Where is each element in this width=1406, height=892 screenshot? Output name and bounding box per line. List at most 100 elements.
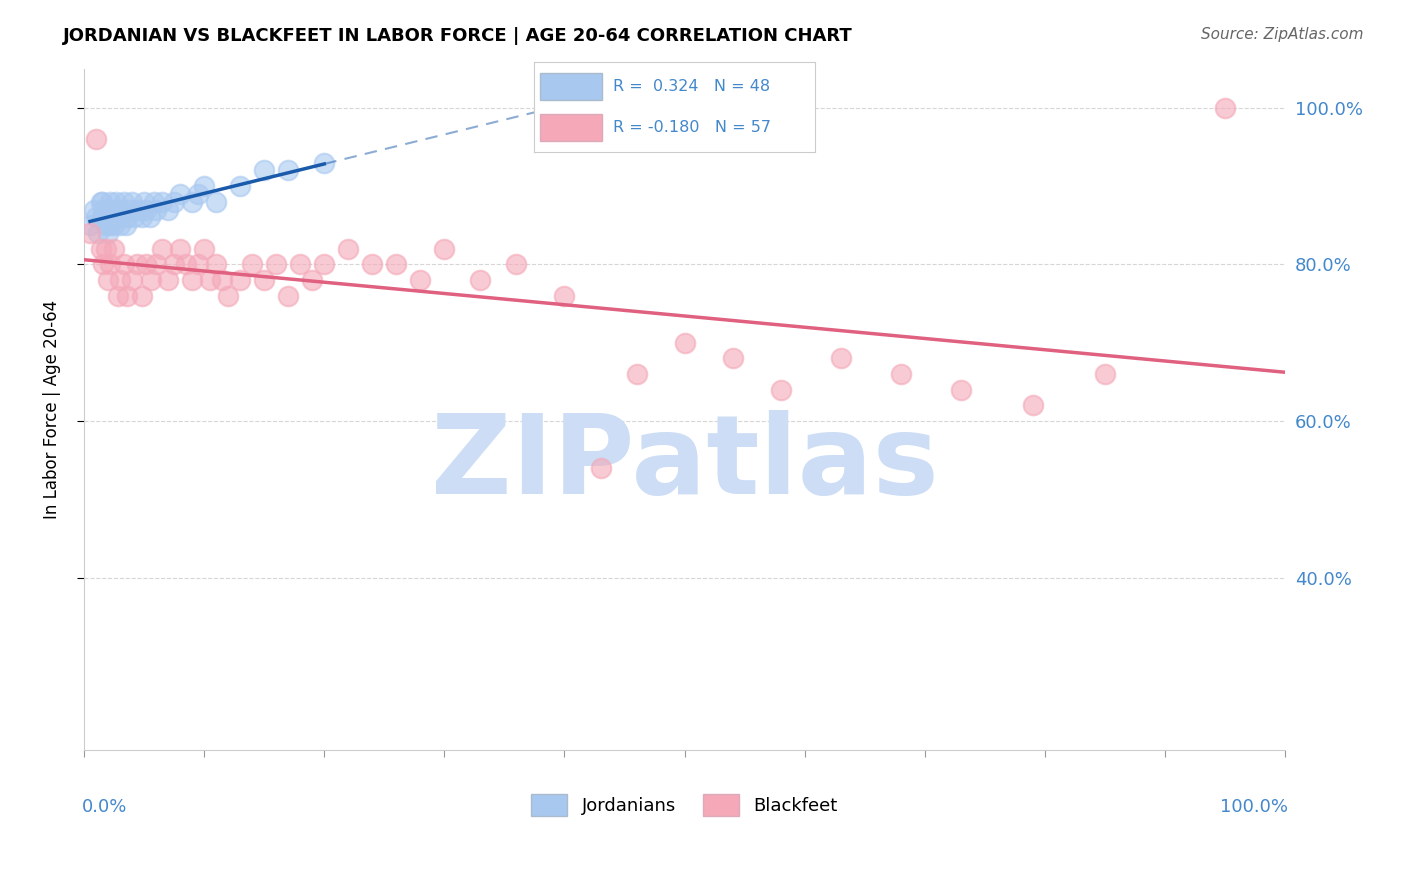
Point	[253, 273, 276, 287]
Point	[769, 383, 792, 397]
Text: ZIPatlas: ZIPatlas	[430, 410, 938, 517]
Point	[93, 211, 115, 225]
Point	[117, 211, 139, 225]
Point	[97, 273, 120, 287]
Point	[108, 218, 131, 232]
Point	[108, 202, 131, 217]
Text: 0.0%: 0.0%	[82, 797, 127, 816]
Y-axis label: In Labor Force | Age 20-64: In Labor Force | Age 20-64	[44, 300, 60, 519]
Point	[103, 242, 125, 256]
Point	[131, 289, 153, 303]
Point	[290, 257, 312, 271]
Point	[118, 202, 141, 217]
Point	[121, 194, 143, 209]
Point	[97, 226, 120, 240]
Point	[217, 289, 239, 303]
Point	[100, 257, 122, 271]
Point	[121, 273, 143, 287]
Point	[949, 383, 972, 397]
Point	[135, 202, 157, 217]
Point	[91, 194, 114, 209]
Text: JORDANIAN VS BLACKFEET IN LABOR FORCE | AGE 20-64 CORRELATION CHART: JORDANIAN VS BLACKFEET IN LABOR FORCE | …	[63, 27, 853, 45]
Point	[142, 194, 165, 209]
Point	[141, 273, 163, 287]
Point	[229, 179, 252, 194]
Point	[100, 211, 122, 225]
Text: 100.0%: 100.0%	[1219, 797, 1288, 816]
Point	[240, 257, 263, 271]
Point	[107, 211, 129, 225]
Point	[169, 186, 191, 201]
Point	[277, 289, 299, 303]
Point	[139, 211, 162, 225]
Point	[91, 211, 114, 225]
Point	[79, 218, 101, 232]
Point	[1022, 398, 1045, 412]
Point	[124, 211, 146, 225]
Point	[1094, 367, 1116, 381]
Point	[163, 257, 186, 271]
Point	[721, 351, 744, 366]
Point	[470, 273, 492, 287]
Point	[187, 186, 209, 201]
Point	[205, 257, 228, 271]
Point	[100, 218, 122, 232]
Point	[84, 211, 107, 225]
Point	[150, 194, 173, 209]
Point	[211, 273, 233, 287]
Point	[150, 242, 173, 256]
Point	[187, 257, 209, 271]
Bar	[540, 114, 602, 141]
Point	[198, 273, 221, 287]
Point	[94, 242, 117, 256]
Point	[132, 194, 155, 209]
Legend: Jordanians, Blackfeet: Jordanians, Blackfeet	[524, 787, 845, 822]
Point	[79, 226, 101, 240]
Point	[103, 202, 125, 217]
Point	[127, 202, 149, 217]
Point	[181, 273, 204, 287]
Point	[131, 211, 153, 225]
Point	[157, 273, 180, 287]
Point	[673, 335, 696, 350]
Point	[97, 211, 120, 225]
Point	[174, 257, 197, 271]
Point	[145, 257, 167, 271]
Point	[108, 273, 131, 287]
Point	[87, 226, 110, 240]
Point	[163, 194, 186, 209]
Point	[589, 461, 612, 475]
Point	[505, 257, 527, 271]
Point	[205, 194, 228, 209]
Point	[830, 351, 852, 366]
Point	[111, 211, 134, 225]
Point	[301, 273, 323, 287]
Point	[84, 132, 107, 146]
Point	[890, 367, 912, 381]
Point	[83, 202, 105, 217]
Point	[433, 242, 456, 256]
Text: R =  0.324   N = 48: R = 0.324 N = 48	[613, 79, 770, 94]
Point	[104, 211, 127, 225]
Point	[105, 194, 128, 209]
Point	[253, 163, 276, 178]
Point	[385, 257, 408, 271]
Point	[169, 242, 191, 256]
Point	[90, 242, 112, 256]
Point	[337, 242, 360, 256]
Point	[112, 194, 135, 209]
Point	[103, 218, 125, 232]
Bar	[540, 73, 602, 100]
Point	[314, 155, 336, 169]
Point	[115, 218, 138, 232]
Point	[107, 289, 129, 303]
Point	[626, 367, 648, 381]
Point	[91, 202, 114, 217]
Text: Source: ZipAtlas.com: Source: ZipAtlas.com	[1201, 27, 1364, 42]
Point	[314, 257, 336, 271]
Point	[193, 179, 215, 194]
Point	[553, 289, 575, 303]
Point	[193, 242, 215, 256]
Point	[91, 257, 114, 271]
Point	[229, 273, 252, 287]
